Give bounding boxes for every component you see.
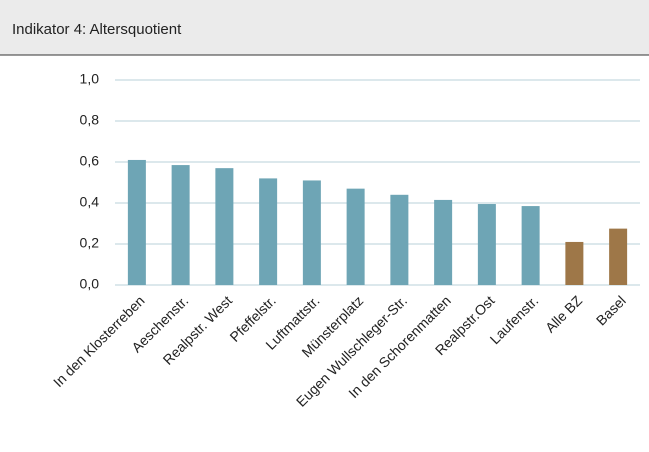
- bar: [565, 241, 584, 285]
- bar: [346, 188, 365, 285]
- bar: [127, 159, 146, 285]
- y-tick-label: 1,0: [80, 71, 100, 87]
- x-tick-label: Laufenstr.: [487, 292, 542, 347]
- bar: [521, 206, 540, 285]
- header-band: [0, 0, 649, 55]
- y-tick-label: 0,0: [80, 276, 100, 292]
- chart-title: Indikator 4: Altersquotient: [12, 21, 182, 38]
- bar: [215, 168, 234, 285]
- x-tick-label: Alle BZ: [542, 292, 586, 336]
- y-tick-label: 0,6: [80, 153, 100, 169]
- bar: [390, 194, 409, 285]
- bar: [477, 204, 496, 285]
- y-tick-label: 0,2: [80, 235, 100, 251]
- bar: [302, 180, 321, 285]
- x-tick-label: Basel: [593, 292, 629, 328]
- bar: [434, 199, 453, 285]
- y-tick-label: 0,4: [80, 194, 100, 210]
- bar: [609, 228, 628, 285]
- bar: [259, 178, 278, 285]
- bar: [171, 165, 190, 285]
- y-tick-label: 0,8: [80, 112, 100, 128]
